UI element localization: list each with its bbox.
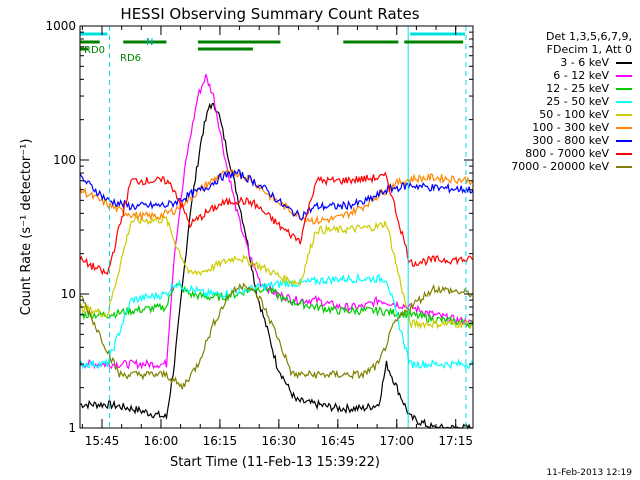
legend-entry: 7000 - 20000 keV <box>472 160 632 173</box>
series-line <box>79 171 474 276</box>
chart-title: HESSI Observing Summary Count Rates <box>120 5 419 23</box>
y-tick-label: 1 <box>68 421 76 435</box>
legend-entry-label: 800 - 7000 keV <box>525 147 616 160</box>
x-tick-label: 16:45 <box>321 434 356 448</box>
y-axis-label: Count Rate (s⁻¹ detector⁻¹) <box>19 139 34 316</box>
legend-swatch <box>616 114 632 116</box>
legend-header-line: Det 1,3,5,6,7,9, <box>545 30 632 43</box>
flag-label-rd6: RD6 <box>120 53 141 64</box>
flag-label-n: N <box>146 37 153 48</box>
legend-swatch <box>616 127 632 129</box>
legend-entry-label: 12 - 25 keV <box>546 82 616 95</box>
x-tick-label: 16:00 <box>144 434 179 448</box>
plot-frame <box>79 25 474 429</box>
legend-swatch <box>616 88 632 90</box>
x-tick-label: 15:45 <box>85 434 120 448</box>
legend-entry: 100 - 300 keV <box>472 121 632 134</box>
legend-swatch <box>616 101 632 103</box>
legend: Det 1,3,5,6,7,9, FDecim 1, Att 0 3 - 6 k… <box>472 30 632 173</box>
series-line <box>79 169 474 225</box>
legend-entry-label: 50 - 100 keV <box>539 108 616 121</box>
x-tick-label: 16:30 <box>262 434 297 448</box>
date-stamp: 11-Feb-2013 12:19 <box>546 468 632 478</box>
legend-entry: 50 - 100 keV <box>472 108 632 121</box>
y-axis: 1 10 100 1000 <box>45 19 473 435</box>
legend-entry: 800 - 7000 keV <box>472 147 632 160</box>
series-line <box>79 102 473 430</box>
flag-label-rd0: RD0 <box>84 45 105 56</box>
legend-swatch <box>616 75 632 77</box>
y-tick-label: 1000 <box>45 19 76 33</box>
legend-header-line: FDecim 1, Att 0 <box>546 43 632 56</box>
legend-entry-label: 6 - 12 keV <box>553 69 616 82</box>
x-axis-label: Start Time (11-Feb-13 15:39:22) <box>170 455 380 470</box>
legend-entry-label: 7000 - 20000 keV <box>511 160 616 173</box>
legend-swatch <box>616 140 632 142</box>
legend-entry-label: 300 - 800 keV <box>532 134 616 147</box>
series-line <box>79 272 474 370</box>
legend-swatch <box>616 62 632 64</box>
legend-entry: 3 - 6 keV <box>472 56 632 69</box>
series-line <box>79 214 474 330</box>
y-tick-label: 10 <box>61 287 76 301</box>
legend-swatch <box>616 153 632 155</box>
plot-area <box>79 26 474 430</box>
y-tick-label: 100 <box>53 153 76 167</box>
series-line <box>79 168 474 221</box>
legend-entry: 300 - 800 keV <box>472 134 632 147</box>
legend-entry: 6 - 12 keV <box>472 69 632 82</box>
legend-entry: 25 - 50 keV <box>472 95 632 108</box>
legend-entry: 12 - 25 keV <box>472 82 632 95</box>
legend-entry-label: 100 - 300 keV <box>532 121 616 134</box>
legend-entry-label: 25 - 50 keV <box>546 95 616 108</box>
x-axis: 15:45 16:00 16:15 16:30 16:45 17:00 17:15 <box>81 26 473 448</box>
x-tick-label: 17:15 <box>438 434 473 448</box>
series-line <box>79 282 474 390</box>
x-tick-label: 17:00 <box>379 434 414 448</box>
x-tick-label: 16:15 <box>203 434 238 448</box>
legend-swatch <box>616 166 632 168</box>
legend-entry-label: 3 - 6 keV <box>560 56 616 69</box>
legend-entries: 3 - 6 keV 6 - 12 keV 12 - 25 keV 25 - 50… <box>472 56 632 173</box>
